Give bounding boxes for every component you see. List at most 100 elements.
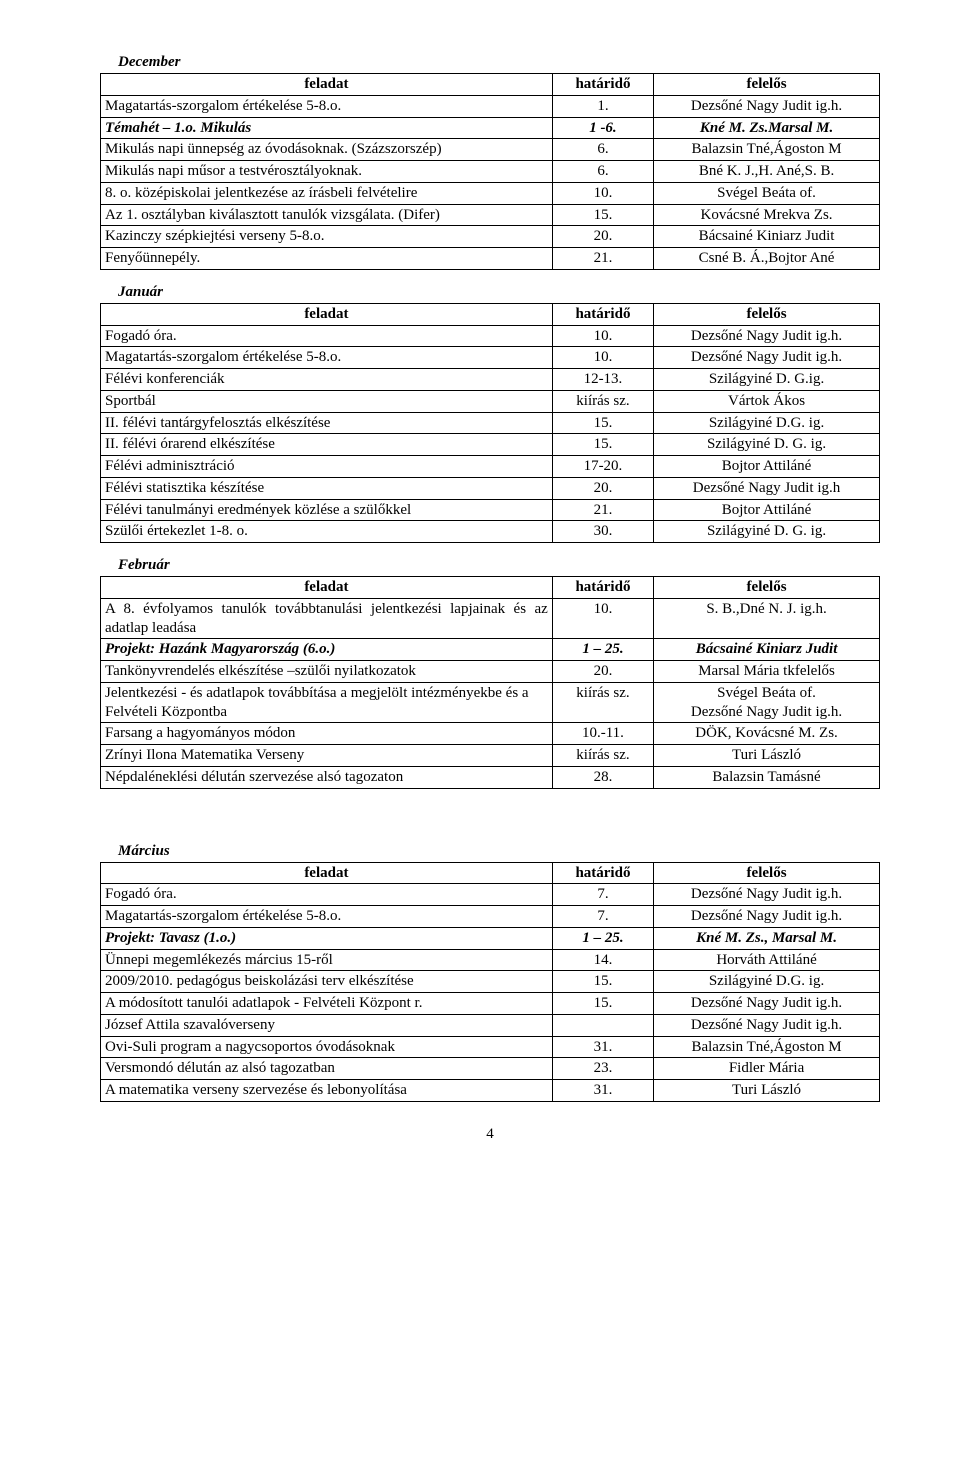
cell-deadline: 1. bbox=[552, 95, 653, 117]
table-row: Mikulás napi ünnepség az óvodásoknak. (S… bbox=[101, 139, 880, 161]
cell-deadline: 1 -6. bbox=[552, 117, 653, 139]
spacer bbox=[100, 795, 880, 829]
cell-task: Farsang a hagyományos módon bbox=[101, 723, 553, 745]
cell-deadline: 31. bbox=[552, 1036, 653, 1058]
table-row: Az 1. osztályban kiválasztott tanulók vi… bbox=[101, 204, 880, 226]
cell-deadline: 15. bbox=[552, 204, 653, 226]
cell-deadline: 15. bbox=[552, 412, 653, 434]
table-row: Magatartás-szorgalom értékelése 5-8.o.7.… bbox=[101, 906, 880, 928]
cell-responsible: Szilágyiné D. G. ig. bbox=[654, 434, 880, 456]
month-heading-februar: Február bbox=[118, 557, 880, 574]
column-header-deadline: határidő bbox=[552, 303, 653, 325]
cell-responsible: Bojtor Attiláné bbox=[654, 456, 880, 478]
table-row: Kazinczy szépkiejtési verseny 5-8.o.20.B… bbox=[101, 226, 880, 248]
cell-task: Fogadó óra. bbox=[101, 884, 553, 906]
column-header-responsible: felelős bbox=[654, 74, 880, 96]
column-header-deadline: határidő bbox=[552, 74, 653, 96]
page-number: 4 bbox=[100, 1126, 880, 1143]
cell-responsible: Turi László bbox=[654, 745, 880, 767]
cell-responsible: Bácsainé Kiniarz Judit bbox=[654, 226, 880, 248]
cell-task: Projekt: Hazánk Magyarország (6.o.) bbox=[101, 639, 553, 661]
cell-deadline: 15. bbox=[552, 971, 653, 993]
cell-deadline: 14. bbox=[552, 949, 653, 971]
cell-deadline: 7. bbox=[552, 884, 653, 906]
cell-responsible: Marsal Mária tkfelelős bbox=[654, 661, 880, 683]
cell-deadline: 10.-11. bbox=[552, 723, 653, 745]
column-header-task: feladat bbox=[101, 577, 553, 599]
cell-task: Fogadó óra. bbox=[101, 325, 553, 347]
column-header-responsible: felelős bbox=[654, 303, 880, 325]
cell-responsible: Balazsin Tamásné bbox=[654, 766, 880, 788]
cell-task: Versmondó délután az alsó tagozatban bbox=[101, 1058, 553, 1080]
table-row: Fogadó óra.7.Dezsőné Nagy Judit ig.h. bbox=[101, 884, 880, 906]
cell-task: A módosított tanulói adatlapok - Felvéte… bbox=[101, 993, 553, 1015]
cell-deadline: 10. bbox=[552, 598, 653, 639]
cell-deadline: 21. bbox=[552, 248, 653, 270]
cell-task: Mikulás napi ünnepség az óvodásoknak. (S… bbox=[101, 139, 553, 161]
cell-deadline: kiírás sz. bbox=[552, 682, 653, 723]
table-row: Szülői értekezlet 1-8. o.30.Szilágyiné D… bbox=[101, 521, 880, 543]
cell-task: Sportbál bbox=[101, 390, 553, 412]
table-row: Projekt: Hazánk Magyarország (6.o.)1 – 2… bbox=[101, 639, 880, 661]
cell-deadline: 6. bbox=[552, 139, 653, 161]
table-row: Versmondó délután az alsó tagozatban23.F… bbox=[101, 1058, 880, 1080]
cell-deadline: 15. bbox=[552, 434, 653, 456]
cell-deadline: 12-13. bbox=[552, 369, 653, 391]
cell-deadline: 10. bbox=[552, 182, 653, 204]
month-heading-marcius: Március bbox=[118, 843, 880, 860]
cell-responsible: Bné K. J.,H. Ané,S. B. bbox=[654, 161, 880, 183]
cell-deadline: 20. bbox=[552, 226, 653, 248]
cell-task: Ovi-Suli program a nagycsoportos óvodáso… bbox=[101, 1036, 553, 1058]
cell-task: Kazinczy szépkiejtési verseny 5-8.o. bbox=[101, 226, 553, 248]
cell-responsible: Csné B. Á.,Bojtor Ané bbox=[654, 248, 880, 270]
cell-responsible: Balazsin Tné,Ágoston M bbox=[654, 139, 880, 161]
cell-responsible: Dezsőné Nagy Judit ig.h. bbox=[654, 993, 880, 1015]
table-row: Félévi adminisztráció17-20.Bojtor Attilá… bbox=[101, 456, 880, 478]
table-row: Magatartás-szorgalom értékelése 5-8.o.1.… bbox=[101, 95, 880, 117]
column-header-deadline: határidő bbox=[552, 862, 653, 884]
cell-responsible: Szilágyiné D. G.ig. bbox=[654, 369, 880, 391]
column-header-task: feladat bbox=[101, 303, 553, 325]
cell-deadline: 7. bbox=[552, 906, 653, 928]
table-row: Zrínyi Ilona Matematika Versenykiírás sz… bbox=[101, 745, 880, 767]
cell-responsible: Svégel Beáta of. bbox=[654, 182, 880, 204]
cell-responsible: Bácsainé Kiniarz Judit bbox=[654, 639, 880, 661]
cell-task: Zrínyi Ilona Matematika Verseny bbox=[101, 745, 553, 767]
cell-responsible: Balazsin Tné,Ágoston M bbox=[654, 1036, 880, 1058]
table-row: Magatartás-szorgalom értékelése 5-8.o.10… bbox=[101, 347, 880, 369]
cell-deadline: 20. bbox=[552, 477, 653, 499]
cell-deadline: 10. bbox=[552, 347, 653, 369]
column-header-deadline: határidő bbox=[552, 577, 653, 599]
cell-deadline: 20. bbox=[552, 661, 653, 683]
cell-responsible: Szilágyiné D.G. ig. bbox=[654, 971, 880, 993]
cell-task: Szülői értekezlet 1-8. o. bbox=[101, 521, 553, 543]
cell-responsible: Dezsőné Nagy Judit ig.h. bbox=[654, 347, 880, 369]
table-row: Témahét – 1.o. Mikulás1 -6.Kné M. Zs.Mar… bbox=[101, 117, 880, 139]
table-row: Fogadó óra.10.Dezsőné Nagy Judit ig.h. bbox=[101, 325, 880, 347]
table-row: Népdaléneklési délután szervezése alsó t… bbox=[101, 766, 880, 788]
table-row: Ovi-Suli program a nagycsoportos óvodáso… bbox=[101, 1036, 880, 1058]
table-row: Tankönyvrendelés elkészítése –szülői nyi… bbox=[101, 661, 880, 683]
table-row: 8. o. középiskolai jelentkezése az írásb… bbox=[101, 182, 880, 204]
cell-task: Ünnepi megemlékezés március 15-ről bbox=[101, 949, 553, 971]
cell-responsible: Bojtor Attiláné bbox=[654, 499, 880, 521]
column-header-task: feladat bbox=[101, 862, 553, 884]
table-row: Jelentkezési - és adatlapok továbbítása … bbox=[101, 682, 880, 723]
cell-deadline: kiírás sz. bbox=[552, 390, 653, 412]
table-row: A matematika verseny szervezése és lebon… bbox=[101, 1080, 880, 1102]
cell-task: 8. o. középiskolai jelentkezése az írásb… bbox=[101, 182, 553, 204]
cell-task: Jelentkezési - és adatlapok továbbítása … bbox=[101, 682, 553, 723]
cell-task: II. félévi tantárgyfelosztás elkészítése bbox=[101, 412, 553, 434]
cell-responsible: DÖK, Kovácsné M. Zs. bbox=[654, 723, 880, 745]
cell-task: Magatartás-szorgalom értékelése 5-8.o. bbox=[101, 95, 553, 117]
cell-responsible: Dezsőné Nagy Judit ig.h bbox=[654, 477, 880, 499]
cell-responsible: Dezsőné Nagy Judit ig.h. bbox=[654, 884, 880, 906]
cell-responsible: Szilágyiné D. G. ig. bbox=[654, 521, 880, 543]
cell-deadline: kiírás sz. bbox=[552, 745, 653, 767]
table-row: Farsang a hagyományos módon10.-11.DÖK, K… bbox=[101, 723, 880, 745]
column-header-responsible: felelős bbox=[654, 862, 880, 884]
cell-task: Félévi konferenciák bbox=[101, 369, 553, 391]
cell-deadline: 30. bbox=[552, 521, 653, 543]
cell-task: Félévi tanulmányi eredmények közlése a s… bbox=[101, 499, 553, 521]
cell-deadline: 1 – 25. bbox=[552, 927, 653, 949]
